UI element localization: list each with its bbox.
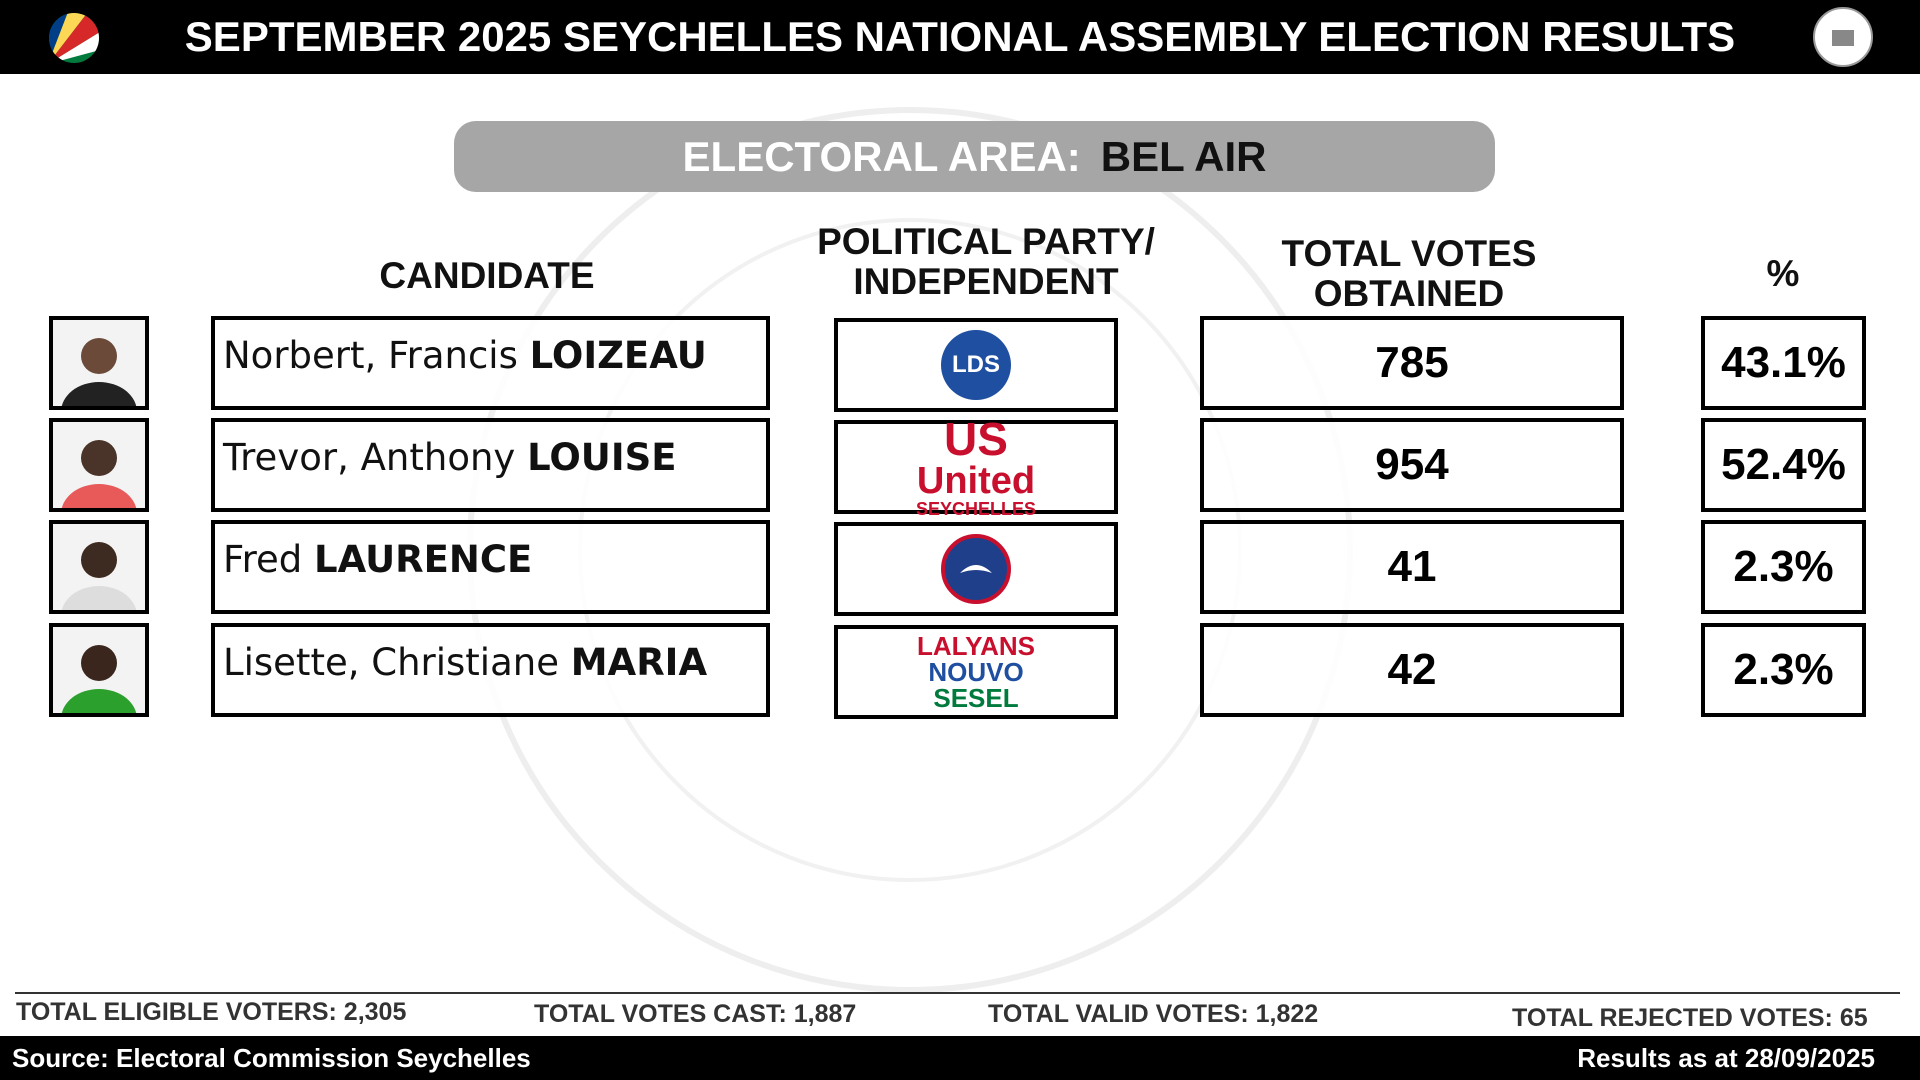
surname: LOIZEAU <box>529 334 707 377</box>
party-box: LDS <box>834 318 1118 412</box>
party-logo: LDS <box>941 330 1011 400</box>
photo-frame <box>49 623 149 749</box>
party-text: SEYCHELLES <box>915 499 1037 519</box>
given-name: Trevor, Anthony <box>223 436 516 479</box>
photo <box>53 627 145 749</box>
area-name: BEL AIR <box>1100 133 1267 180</box>
photo <box>53 422 145 544</box>
party-box <box>834 522 1118 616</box>
col-percent: % <box>1766 253 1800 294</box>
header-bar: SEPTEMBER 2025 SEYCHELLES NATIONAL ASSEM… <box>0 0 1920 74</box>
rejected: TOTAL REJECTED VOTES: 65 <box>1512 1004 1868 1032</box>
bottom-bar: Source: Electoral Commission Seychelles … <box>0 1036 1920 1080</box>
photo <box>53 524 145 646</box>
given-name: Lisette, Christiane <box>223 641 559 684</box>
name-box: Trevor, Anthony LOUISE <box>211 418 770 512</box>
col-votes: TOTAL VOTES OBTAINED <box>1281 233 1537 314</box>
party-box: LALYANS NOUVO SESEL <box>834 625 1118 719</box>
col-candidate: CANDIDATE <box>379 255 595 296</box>
party-text: LALYANS <box>916 631 1035 661</box>
surname: MARIA <box>570 641 708 684</box>
area-label: ELECTORAL AREA: <box>682 133 1081 180</box>
percent-box: 52.4% <box>1701 418 1866 512</box>
votes-box: 42 <box>1200 623 1624 717</box>
percent-box: 2.3% <box>1701 520 1866 614</box>
surname: LOUISE <box>527 436 677 479</box>
surname: LAURENCE <box>314 538 533 581</box>
as-of: Results as at 28/09/2025 <box>1577 1043 1875 1073</box>
votes-box: 954 <box>1200 418 1624 512</box>
percent-box: 2.3% <box>1701 623 1866 717</box>
name-box: Lisette, Christiane MARIA <box>211 623 770 717</box>
photo-frame <box>49 520 149 646</box>
photo-frame <box>49 316 149 442</box>
given-name: Norbert, Francis <box>223 334 518 377</box>
party-text: SESEL <box>933 683 1019 713</box>
flag-icon <box>49 13 99 63</box>
party-text: US <box>944 413 1008 465</box>
area-pill: ELECTORAL AREA: BEL AIR <box>454 121 1495 192</box>
footer-rule <box>15 992 1900 994</box>
cast: TOTAL VOTES CAST: 1,887 <box>534 1000 857 1028</box>
party-text: United <box>916 460 1036 502</box>
commission-logo <box>1813 7 1873 67</box>
valid: TOTAL VALID VOTES: 1,822 <box>988 1000 1319 1028</box>
party-text: NOUVO <box>928 657 1024 687</box>
eligible: TOTAL ELIGIBLE VOTERS: 2,305 <box>16 998 407 1026</box>
photo <box>53 320 145 442</box>
name-box: Fred LAURENCE <box>211 520 770 614</box>
party-text: LDS <box>952 351 1000 378</box>
col-party: POLITICAL PARTY/ INDEPENDENT <box>817 221 1155 302</box>
party-emblem <box>941 534 1011 604</box>
title: SEPTEMBER 2025 SEYCHELLES NATIONAL ASSEM… <box>184 13 1736 60</box>
source: Source: Electoral Commission Seychelles <box>12 1043 531 1073</box>
votes-box: 785 <box>1200 316 1624 410</box>
votes-box: 41 <box>1200 520 1624 614</box>
name-box: Norbert, Francis LOIZEAU <box>211 316 770 410</box>
photo-frame <box>49 418 149 544</box>
party-box: US United SEYCHELLES <box>834 416 1118 518</box>
given-name: Fred <box>223 538 303 581</box>
percent-box: 43.1% <box>1701 316 1866 410</box>
